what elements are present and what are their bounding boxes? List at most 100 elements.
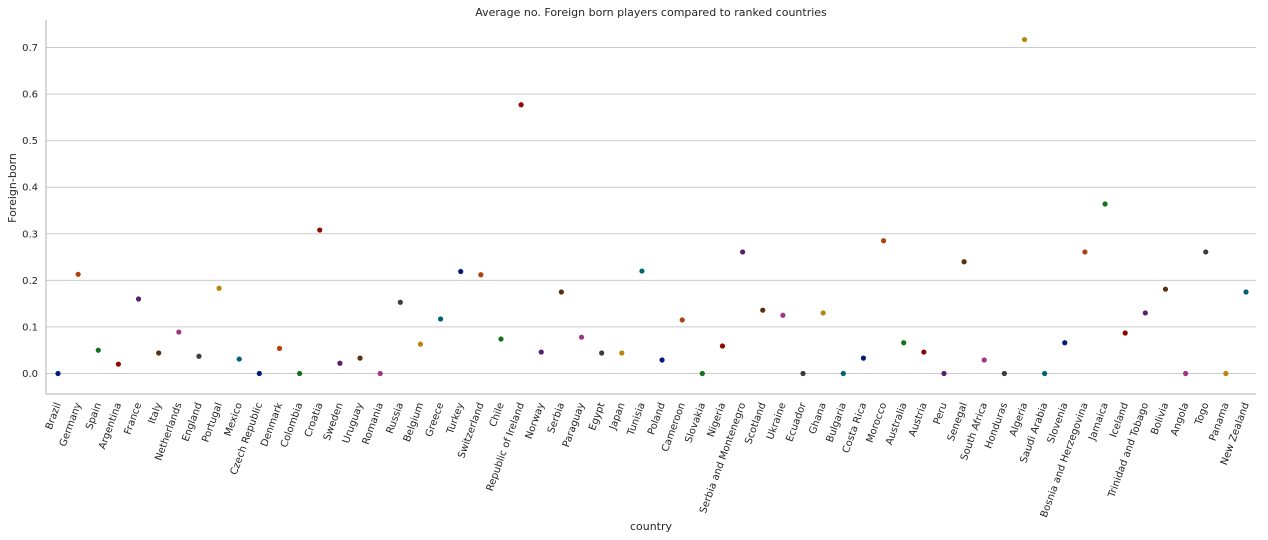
x-tick-label: Ecuador [785, 400, 810, 443]
data-point [458, 268, 464, 275]
data-point [55, 370, 61, 377]
x-tick-label: Belgium [402, 401, 426, 443]
x-tick-label: Togo [1193, 401, 1212, 427]
data-point [1182, 370, 1189, 377]
x-tick-label: Croatia [303, 401, 326, 439]
data-point [599, 350, 605, 356]
data-points [55, 36, 1249, 377]
y-tick-label: 0.0 [22, 369, 38, 380]
data-point [840, 370, 846, 377]
data-point [619, 350, 625, 356]
data-point [216, 285, 222, 291]
y-axis-label: Foreign-born [6, 153, 19, 223]
y-tick-label: 0.4 [22, 183, 38, 194]
data-point [1082, 249, 1088, 255]
x-tick-label: Russia [385, 401, 406, 435]
data-point [699, 370, 705, 377]
x-tick-label: Ghana [807, 401, 829, 435]
data-point [256, 370, 262, 377]
y-tick-label: 0.5 [22, 136, 38, 147]
x-tick-label: Algeria [1008, 401, 1030, 438]
data-point [135, 296, 142, 302]
x-tick-label: Serbia [546, 401, 567, 435]
x-tick-label: Egypt [587, 401, 607, 432]
data-point [941, 370, 947, 377]
x-tick-label: Tunisia [625, 401, 647, 438]
data-point [578, 334, 585, 340]
chart-title: Average no. Foreign born players compare… [475, 6, 827, 19]
data-point [880, 238, 887, 244]
data-point [1062, 340, 1068, 346]
data-point [1122, 330, 1128, 336]
data-point [860, 355, 867, 361]
data-point [558, 289, 564, 295]
x-tick-label: Iceland [1108, 401, 1131, 439]
x-tick-label: Slovakia [683, 401, 708, 444]
y-tick-label: 0.1 [22, 322, 38, 333]
data-point [478, 272, 484, 278]
data-point [921, 349, 927, 355]
data-point [156, 350, 162, 356]
axes-spines [45, 20, 1256, 395]
x-axis-label: country [630, 520, 673, 533]
x-tick-label: Italy [147, 401, 165, 425]
data-point [518, 102, 524, 108]
data-point [981, 357, 987, 363]
x-tick-label: Brazil [44, 401, 64, 431]
data-point [800, 370, 806, 377]
grid-lines [46, 47, 1256, 374]
data-point [961, 259, 967, 265]
x-tick-label: Spain [84, 401, 104, 431]
data-point [337, 360, 343, 366]
data-point [659, 357, 665, 363]
y-tick-label: 0.6 [22, 90, 38, 101]
y-tick-label: 0.3 [22, 229, 38, 240]
data-point [1243, 289, 1249, 295]
x-tick-label: Austria [907, 401, 929, 438]
x-tick-label: Mexico [223, 401, 245, 438]
x-tick-label: Japan [607, 401, 627, 432]
x-tick-label: Jamaica [1087, 401, 1111, 443]
data-point [760, 307, 766, 313]
data-point [276, 345, 283, 351]
data-point [397, 299, 403, 305]
data-point [75, 271, 81, 277]
x-tick-label: Greece [424, 401, 447, 438]
y-tick-label: 0.7 [22, 43, 38, 54]
data-point [236, 356, 242, 362]
x-tick-label: Turkey [445, 401, 467, 436]
y-tick-labels: 0.0 0.1 0.2 0.3 0.4 0.5 0.6 0.7 [22, 43, 38, 380]
data-point [1001, 370, 1007, 377]
data-point [115, 361, 122, 367]
data-point [1203, 249, 1209, 255]
data-point [297, 370, 303, 377]
data-point [1021, 36, 1028, 43]
x-tick-label: Portugal [200, 401, 225, 444]
data-point [498, 336, 504, 342]
x-tick-label: Norway [524, 401, 547, 440]
x-tick-label: Chile [488, 401, 507, 428]
data-point [417, 341, 424, 347]
x-tick-label: Bolivia [1150, 401, 1172, 436]
data-point [1223, 370, 1229, 377]
data-point [1142, 310, 1148, 316]
data-point [1162, 286, 1169, 292]
x-tick-label: Peru [932, 401, 950, 426]
x-tick-label: Trinidad and Tobago [1106, 401, 1151, 500]
data-point [357, 355, 363, 361]
data-point [95, 347, 101, 353]
y-tick-label: 0.2 [22, 276, 38, 287]
data-point [901, 340, 907, 346]
x-tick-label: Poland [646, 401, 668, 436]
data-point [639, 268, 645, 274]
data-point [196, 353, 202, 359]
data-point [679, 317, 685, 323]
x-tick-label: Angola [1169, 401, 1191, 437]
data-point [437, 316, 444, 322]
x-tick-label: Nigeria [706, 401, 729, 438]
data-point [719, 343, 726, 349]
x-tick-label: France [123, 401, 145, 436]
data-point [317, 227, 323, 233]
